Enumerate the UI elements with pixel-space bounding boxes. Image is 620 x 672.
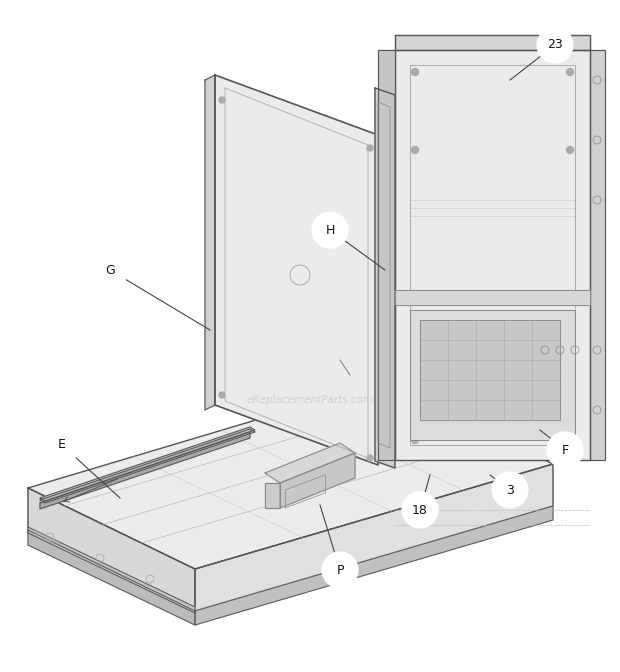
Polygon shape — [265, 483, 280, 508]
Text: F: F — [562, 444, 569, 456]
Text: H: H — [326, 224, 335, 237]
Circle shape — [367, 455, 373, 461]
Text: G: G — [105, 263, 115, 276]
Polygon shape — [28, 527, 195, 613]
Circle shape — [402, 492, 438, 528]
Circle shape — [322, 552, 358, 588]
Text: eReplacementParts.com: eReplacementParts.com — [246, 395, 374, 405]
Text: 18: 18 — [412, 503, 428, 517]
Polygon shape — [40, 432, 250, 509]
Circle shape — [92, 252, 128, 288]
Polygon shape — [590, 50, 605, 460]
Circle shape — [567, 146, 574, 153]
Circle shape — [492, 472, 528, 508]
Polygon shape — [395, 290, 590, 305]
Polygon shape — [195, 464, 553, 611]
Circle shape — [367, 145, 373, 151]
Polygon shape — [265, 443, 355, 483]
Polygon shape — [375, 88, 395, 468]
Circle shape — [567, 296, 574, 304]
Circle shape — [412, 437, 418, 444]
Polygon shape — [410, 310, 575, 440]
Circle shape — [567, 437, 574, 444]
Text: 3: 3 — [506, 483, 514, 497]
Circle shape — [412, 296, 418, 304]
Circle shape — [537, 27, 573, 63]
Polygon shape — [215, 75, 378, 465]
Circle shape — [412, 69, 418, 75]
Polygon shape — [40, 427, 255, 501]
Circle shape — [567, 69, 574, 75]
Polygon shape — [28, 383, 553, 569]
Circle shape — [219, 97, 225, 103]
Polygon shape — [28, 530, 195, 625]
Circle shape — [44, 427, 80, 463]
Polygon shape — [420, 320, 560, 420]
Text: 23: 23 — [547, 38, 563, 52]
Polygon shape — [395, 50, 590, 460]
Circle shape — [219, 392, 225, 398]
Circle shape — [547, 432, 583, 468]
Circle shape — [312, 212, 348, 248]
Polygon shape — [40, 429, 255, 503]
Circle shape — [412, 146, 418, 153]
Polygon shape — [205, 75, 215, 410]
Polygon shape — [395, 35, 590, 50]
Polygon shape — [28, 488, 195, 611]
Text: P: P — [336, 564, 343, 577]
Polygon shape — [195, 506, 553, 625]
Text: E: E — [58, 439, 66, 452]
Polygon shape — [280, 453, 355, 508]
Polygon shape — [378, 50, 395, 460]
